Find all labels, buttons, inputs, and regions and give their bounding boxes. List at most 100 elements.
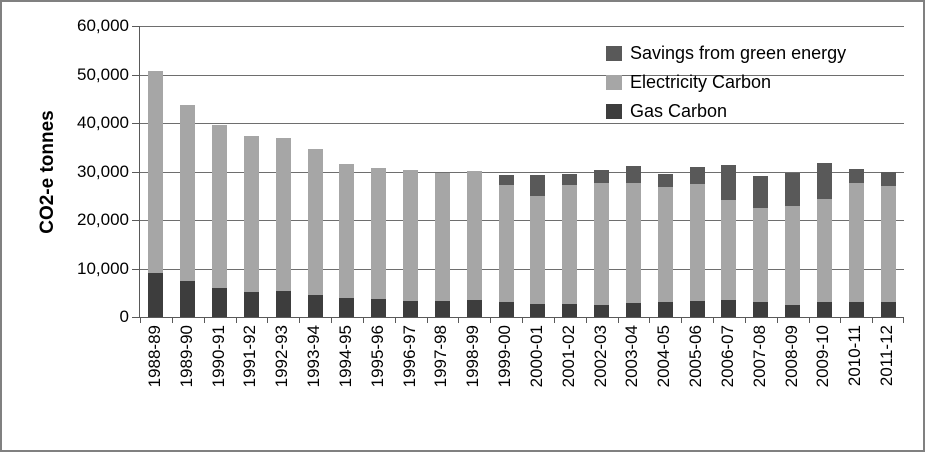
bar-segment-gas-carbon-2005-06 (689, 300, 705, 317)
bar-segment-electricity-carbon-2001-02 (562, 184, 578, 304)
bar-segment-electricity-carbon-2005-06 (689, 183, 705, 301)
y-axis-tick (132, 269, 140, 270)
y-axis-tick-label: 10,000 (77, 258, 129, 278)
legend: Savings from green energy Electricity Car… (606, 42, 846, 129)
x-axis-tick (331, 317, 332, 323)
x-axis-tick (681, 317, 682, 323)
x-axis-tick (267, 317, 268, 323)
x-axis-label-2000-01: 2000-01 (526, 325, 546, 388)
y-axis-tick (132, 317, 140, 318)
legend-label: Electricity Carbon (630, 71, 772, 92)
bar-segment-gas-carbon-1993-94 (307, 295, 323, 317)
x-axis-label-2008-09: 2008-09 (781, 325, 801, 388)
bar-segment-electricity-carbon-2000-01 (530, 196, 546, 304)
x-axis-tick (745, 317, 746, 323)
bar-segment-savings-from-green-energy-2006-07 (721, 165, 737, 201)
x-axis-tick (140, 317, 141, 323)
bar-segment-gas-carbon-2002-03 (594, 304, 610, 317)
x-axis-tick (872, 317, 873, 323)
x-axis-tick (522, 317, 523, 323)
x-axis-tick (840, 317, 841, 323)
x-axis-label-2010-11: 2010-11 (845, 325, 865, 387)
x-axis-label-2002-03: 2002-03 (590, 325, 610, 388)
bar-segment-gas-carbon-1991-92 (243, 292, 259, 317)
x-axis-tick (903, 317, 904, 323)
bar-segment-gas-carbon-2000-01 (530, 303, 546, 317)
legend-item-savings-from-green-energy: Savings from green energy (606, 42, 846, 64)
bar-segment-gas-carbon-2010-11 (848, 301, 864, 317)
bar-segment-electricity-carbon-1991-92 (243, 135, 259, 293)
x-axis-label-2005-06: 2005-06 (686, 325, 706, 388)
bar-segment-electricity-carbon-2008-09 (785, 205, 801, 305)
x-axis-label-1997-98: 1997-98 (431, 325, 451, 388)
legend-label: Savings from green energy (630, 42, 847, 63)
x-axis-tick (395, 317, 396, 323)
x-axis-label-2001-02: 2001-02 (558, 325, 578, 388)
legend-swatch-icon (606, 45, 622, 61)
bar-segment-gas-carbon-2003-04 (625, 302, 641, 317)
x-axis-label-1988-89: 1988-89 (144, 325, 164, 388)
bar-segment-gas-carbon-1995-96 (371, 298, 387, 317)
bar-segment-gas-carbon-2006-07 (721, 300, 737, 317)
x-axis-tick (586, 317, 587, 323)
x-axis-tick-labels: 1988-89 1989-90 1990-91 1991-92 1992-93 1993-… (139, 325, 903, 425)
bar-segment-gas-carbon-1989-90 (180, 280, 196, 317)
bar-segment-savings-from-green-energy-2004-05 (657, 173, 673, 187)
bar-segment-gas-carbon-2001-02 (562, 303, 578, 317)
x-axis-tick (363, 317, 364, 323)
bar-segment-savings-from-green-energy-2009-10 (816, 163, 832, 200)
y-axis-tick (132, 26, 140, 27)
x-axis-label-1996-97: 1996-97 (399, 325, 419, 388)
x-axis-tick (490, 317, 491, 323)
gridline-10000 (140, 269, 904, 270)
x-axis-label-1991-92: 1991-92 (240, 325, 260, 388)
legend-swatch-icon (606, 103, 622, 119)
y-axis-tick-label: 0 (119, 307, 129, 326)
bar-segment-electricity-carbon-2002-03 (594, 183, 610, 305)
x-axis-label-1990-91: 1990-91 (208, 325, 228, 388)
bar-segment-gas-carbon-2007-08 (753, 302, 769, 317)
gridline-40000 (140, 123, 904, 124)
bar-segment-savings-from-green-energy-2000-01 (530, 175, 546, 197)
bar-segment-electricity-carbon-2003-04 (625, 182, 641, 303)
bar-segment-electricity-carbon-1996-97 (403, 169, 419, 301)
bar-segment-electricity-carbon-1989-90 (180, 105, 196, 281)
x-axis-tick (427, 317, 428, 323)
bar-segment-gas-carbon-1996-97 (403, 300, 419, 317)
legend-swatch-icon (606, 74, 622, 90)
x-axis-label-2004-05: 2004-05 (654, 325, 674, 388)
bar-segment-gas-carbon-1988-89 (148, 273, 164, 317)
y-axis-tick (132, 123, 140, 124)
plot-area (132, 26, 904, 323)
bar-segment-savings-from-green-energy-2002-03 (594, 170, 610, 184)
bar-segment-electricity-carbon-1990-91 (212, 125, 228, 289)
bar-segment-electricity-carbon-2004-05 (657, 186, 673, 303)
bar-segment-savings-from-green-energy-1999-00 (498, 174, 514, 185)
bar-segment-savings-from-green-energy-2003-04 (625, 166, 641, 183)
x-axis-label-1998-99: 1998-99 (463, 325, 483, 388)
y-axis-tick (132, 172, 140, 173)
bar-segment-gas-carbon-1999-00 (498, 302, 514, 317)
x-axis-tick (554, 317, 555, 323)
x-axis-label-1989-90: 1989-90 (176, 325, 196, 388)
bar-segment-electricity-carbon-1995-96 (371, 168, 387, 299)
x-axis-tick (204, 317, 205, 323)
bar-segment-electricity-carbon-1998-99 (466, 170, 482, 300)
bar-segment-electricity-carbon-2011-12 (880, 185, 896, 302)
x-axis-tick (777, 317, 778, 323)
bar-segment-gas-carbon-1994-95 (339, 298, 355, 317)
bar-segment-electricity-carbon-1994-95 (339, 163, 355, 299)
bar-segment-gas-carbon-1992-93 (275, 291, 291, 317)
bar-segment-savings-from-green-energy-2011-12 (880, 171, 896, 186)
x-axis-label-2009-10: 2009-10 (813, 325, 833, 388)
y-axis-tick (132, 220, 140, 221)
x-axis-tick (299, 317, 300, 323)
bar-segment-gas-carbon-2004-05 (657, 302, 673, 317)
x-axis-label-1999-00: 1999-00 (495, 325, 515, 388)
bar-segment-electricity-carbon-1993-94 (307, 148, 323, 296)
x-axis-label-2006-07: 2006-07 (717, 325, 737, 388)
bar-segment-savings-from-green-energy-2008-09 (785, 172, 801, 206)
bar-segment-electricity-carbon-2009-10 (816, 199, 832, 303)
y-axis-tick (132, 75, 140, 76)
x-axis-label-1995-96: 1995-96 (367, 325, 387, 388)
